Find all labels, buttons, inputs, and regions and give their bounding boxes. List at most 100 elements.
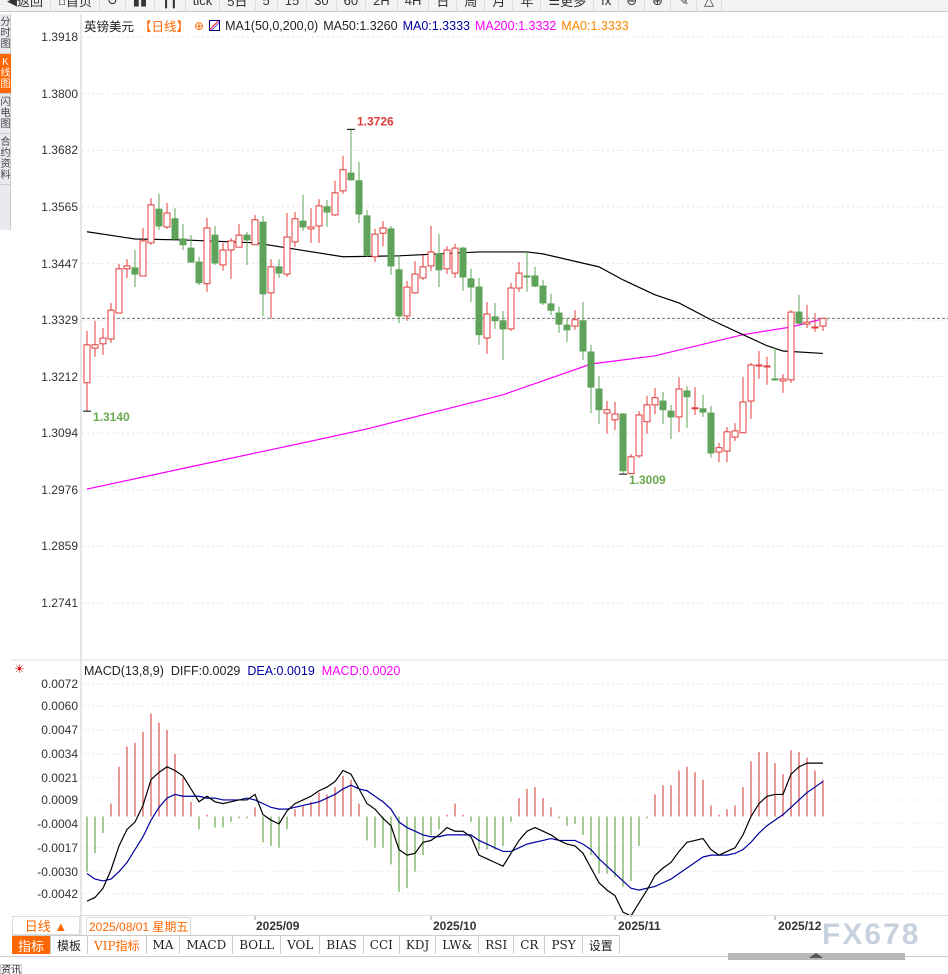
- indicator-tab[interactable]: BOLL: [233, 936, 282, 954]
- candle-up: [83, 344, 91, 384]
- horizontal-scrollbar[interactable]: [728, 953, 905, 960]
- candle-up: [675, 388, 683, 418]
- candle-down: [347, 172, 355, 181]
- toolbar-button[interactable]: 4H: [398, 0, 430, 12]
- fx-icon: fx: [601, 0, 612, 8]
- candle-down: [179, 238, 187, 246]
- indicator-tab[interactable]: PSY: [545, 936, 583, 954]
- candle-down: [547, 303, 555, 311]
- candle-down: [523, 275, 531, 278]
- toolbar-button[interactable]: ◀ 返回: [0, 0, 52, 12]
- ma0-value: MA0:1.3333: [402, 18, 470, 33]
- toolbar-button[interactable]: 5: [256, 0, 278, 12]
- macd-tick-label: 0.0034: [41, 746, 78, 761]
- indicator-tab[interactable]: 指标: [12, 936, 52, 954]
- indicator-settings-icon[interactable]: ☀: [14, 662, 25, 676]
- toolbar-button[interactable]: ⌂ 首页: [51, 0, 100, 12]
- price-tick-label: 1.3447: [41, 256, 78, 271]
- candle-up: [571, 319, 579, 327]
- candle-up: [411, 273, 419, 294]
- candle-up: [723, 431, 731, 452]
- indicator-tab[interactable]: MACD: [180, 936, 234, 954]
- add-indicator-icon[interactable]: ⊕: [194, 18, 205, 33]
- news-tab[interactable]: 资讯: [0, 964, 22, 974]
- toolbar-button[interactable]: 30: [307, 0, 337, 12]
- price-tick-label: 1.2741: [41, 596, 78, 611]
- sidebar-tab[interactable]: 合约资料: [0, 134, 11, 185]
- toolbar-button[interactable]: ┃┃: [155, 0, 186, 12]
- dea-line: [86, 781, 824, 891]
- toolbar-label: 月: [492, 0, 506, 9]
- candle-up: [739, 401, 747, 434]
- toolbar-button[interactable]: fx: [594, 0, 620, 12]
- candle-down: [171, 218, 179, 240]
- toolbar-button[interactable]: 2H: [366, 0, 398, 12]
- toolbar-button[interactable]: tick: [186, 0, 221, 12]
- indicator-tab[interactable]: KDJ: [399, 936, 437, 954]
- candle-up: [115, 268, 123, 314]
- indicator-tab[interactable]: 模板: [51, 936, 89, 954]
- candle-up: [419, 266, 427, 279]
- toolbar-label: 30: [314, 0, 329, 8]
- sidebar-tab[interactable]: 闪电图: [0, 94, 11, 134]
- back-arrow-icon: ◀: [7, 0, 17, 8]
- period-button[interactable]: 日线 ▲: [12, 916, 80, 935]
- toolbar-button[interactable]: 15: [278, 0, 308, 12]
- candle-up: [403, 286, 411, 317]
- candle-up: [107, 309, 115, 340]
- candle-down: [563, 324, 571, 331]
- toolbar-button[interactable]: ▮▮: [126, 0, 156, 12]
- candle-down: [659, 400, 667, 411]
- candle-up: [483, 313, 491, 339]
- indicator-tab[interactable]: CR: [514, 936, 546, 954]
- ma50-line: [86, 231, 824, 355]
- sidebar-tab[interactable]: K线图: [0, 54, 11, 94]
- indicator-tab[interactable]: VOL: [281, 936, 321, 954]
- candle-down: [619, 413, 627, 472]
- toolbar-button[interactable]: ✎: [671, 0, 697, 12]
- candle-up: [427, 251, 435, 267]
- ma-indicator-icon[interactable]: [209, 20, 221, 31]
- macd-value: MACD:0.0020: [321, 664, 401, 678]
- toolbar-button[interactable]: 月: [485, 0, 514, 12]
- toolbar-button[interactable]: ⊕: [645, 0, 672, 12]
- candle-up: [731, 430, 739, 438]
- toolbar-button[interactable]: 日: [429, 0, 458, 12]
- candle-down: [771, 378, 779, 381]
- zoom-in-icon: ⊕: [652, 0, 664, 8]
- candle-up: [91, 344, 99, 349]
- scroll-up-arrow-icon[interactable]: [809, 953, 823, 958]
- candle-down: [499, 320, 507, 330]
- toolbar-button[interactable]: ↻: [100, 0, 126, 12]
- toolbar-button[interactable]: 周: [457, 0, 486, 12]
- sidebar-tab[interactable]: 分时图: [0, 14, 11, 54]
- macd-tick-label: 0.0021: [41, 770, 78, 785]
- extreme-label: 1.3726: [357, 114, 394, 128]
- candle-up: [251, 219, 259, 246]
- toolbar-button[interactable]: 年: [513, 0, 542, 12]
- toolbar-button[interactable]: 60: [337, 0, 367, 12]
- candle-up: [755, 364, 763, 367]
- indicator-tab[interactable]: 设置: [582, 936, 620, 954]
- indicator-tab[interactable]: MA: [146, 936, 181, 954]
- toolbar-label: 15: [284, 0, 300, 8]
- indicator-tab[interactable]: CCI: [363, 936, 400, 954]
- candle-down: [395, 269, 403, 317]
- toolbar-button[interactable]: △: [697, 0, 722, 12]
- pen-icon: ✎: [678, 0, 689, 8]
- candle-up: [635, 414, 643, 457]
- period-label[interactable]: 【日线】: [139, 20, 190, 34]
- indicator-tab[interactable]: BIAS: [320, 936, 364, 954]
- price-tick-label: 1.3682: [41, 143, 78, 158]
- indicator-tab[interactable]: RSI: [479, 936, 515, 954]
- candle-up: [819, 317, 827, 327]
- candle-down: [299, 220, 307, 228]
- price-legend: 英镑美元 【日线】 ⊕ MA1(50,0,200,0) MA50:1.3260 …: [84, 16, 629, 35]
- indicator-tab[interactable]: VIP指标: [88, 936, 147, 954]
- toolbar-button[interactable]: 5日: [220, 0, 256, 12]
- toolbar-button[interactable]: ☰ 更多: [541, 0, 595, 12]
- toolbar-button[interactable]: ⊖: [619, 0, 646, 12]
- indicator-tab[interactable]: LW&: [436, 936, 480, 954]
- macd-tick-label: -0.0042: [37, 886, 78, 901]
